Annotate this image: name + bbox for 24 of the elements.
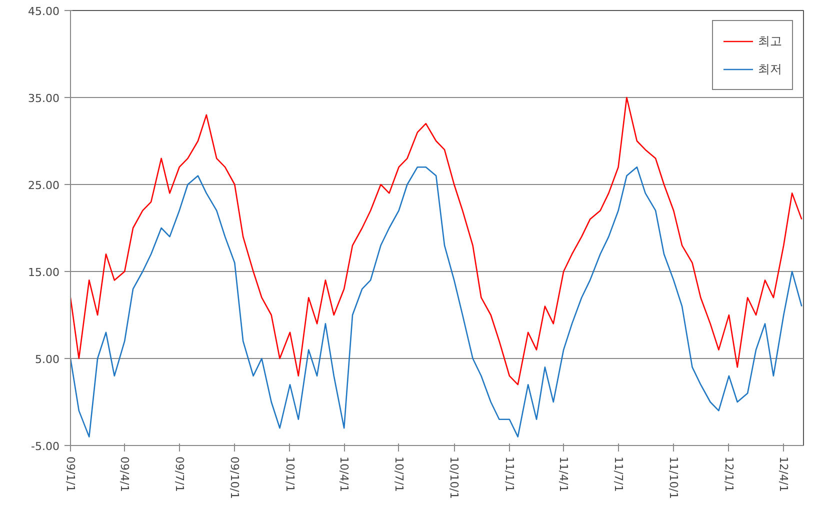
x-tick-label: 12/4/1: [777, 456, 790, 492]
x-tick-label: 10/4/1: [338, 456, 351, 492]
x-tick-label: 10/7/1: [392, 456, 406, 492]
x-tick-label: 09/1/1: [64, 456, 77, 492]
y-tick-label: 15.00: [28, 266, 60, 279]
x-tick-label: 11/4/1: [557, 456, 570, 492]
y-tick-label: 25.00: [28, 179, 60, 192]
y-tick-label: -5.00: [31, 440, 60, 453]
x-tick-label: 11/10/1: [667, 456, 680, 499]
legend-label: 최고: [758, 32, 782, 50]
line-series: [70, 166, 802, 438]
legend-label: 최저: [758, 60, 782, 78]
line-series: [70, 96, 802, 386]
x-tick-label: 09/7/1: [172, 456, 186, 492]
x-tick-label: 09/4/1: [118, 456, 132, 492]
x-tick-label: 11/7/1: [612, 456, 625, 492]
x-tick-label: 11/1/1: [502, 456, 516, 492]
x-tick-label: 10/1/1: [283, 456, 296, 492]
y-tick-label: 5.00: [35, 353, 60, 366]
x-tick-label: 10/10/1: [448, 456, 461, 499]
x-tick-label: 09/10/1: [228, 456, 242, 499]
y-tick-label: 35.00: [28, 92, 60, 105]
x-tick-label: 12/1/1: [722, 456, 736, 492]
y-tick-label: 45.00: [28, 5, 60, 18]
